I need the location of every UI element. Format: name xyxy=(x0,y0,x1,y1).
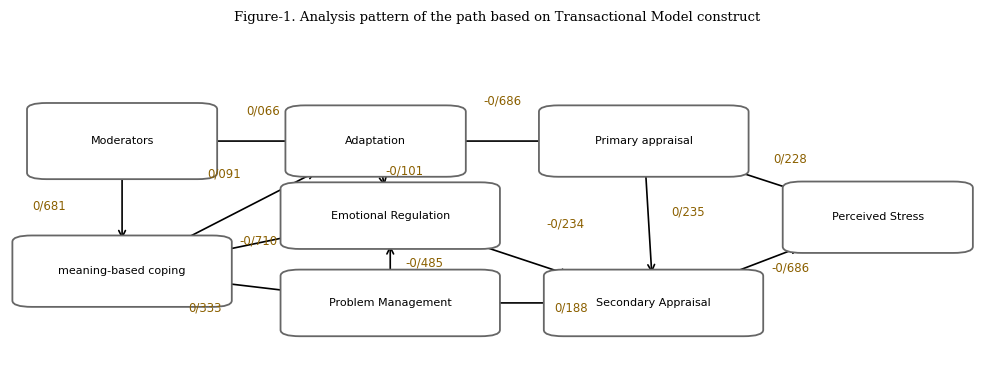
FancyBboxPatch shape xyxy=(285,106,465,177)
Text: meaning-based coping: meaning-based coping xyxy=(59,266,186,276)
Text: -0/234: -0/234 xyxy=(546,217,584,230)
Text: 0/066: 0/066 xyxy=(247,104,280,117)
Text: 0/235: 0/235 xyxy=(670,206,704,219)
Text: 0/091: 0/091 xyxy=(208,168,242,181)
FancyBboxPatch shape xyxy=(27,103,217,179)
Text: Primary appraisal: Primary appraisal xyxy=(594,136,692,146)
FancyBboxPatch shape xyxy=(539,106,747,177)
Text: Moderators: Moderators xyxy=(90,136,154,146)
Text: Figure-1. Analysis pattern of the path based on Transactional Model construct: Figure-1. Analysis pattern of the path b… xyxy=(235,11,759,24)
FancyBboxPatch shape xyxy=(280,182,499,249)
FancyBboxPatch shape xyxy=(544,270,762,336)
Text: 0/228: 0/228 xyxy=(772,152,806,165)
Text: -0/485: -0/485 xyxy=(405,257,443,270)
Text: 0/188: 0/188 xyxy=(554,302,586,315)
Text: -0/101: -0/101 xyxy=(386,165,423,178)
Text: Secondary Appraisal: Secondary Appraisal xyxy=(595,298,710,308)
Text: -0/710: -0/710 xyxy=(240,235,277,248)
FancyBboxPatch shape xyxy=(12,235,232,307)
FancyBboxPatch shape xyxy=(782,182,972,253)
Text: Perceived Stress: Perceived Stress xyxy=(831,212,922,222)
Text: 0/333: 0/333 xyxy=(188,302,222,315)
Text: -0/686: -0/686 xyxy=(483,95,521,108)
Text: Emotional Regulation: Emotional Regulation xyxy=(330,211,449,221)
Text: Adaptation: Adaptation xyxy=(345,136,406,146)
Text: -0/686: -0/686 xyxy=(770,262,808,275)
FancyBboxPatch shape xyxy=(280,270,499,336)
Text: Problem Management: Problem Management xyxy=(329,298,451,308)
Text: 0/681: 0/681 xyxy=(32,200,66,213)
